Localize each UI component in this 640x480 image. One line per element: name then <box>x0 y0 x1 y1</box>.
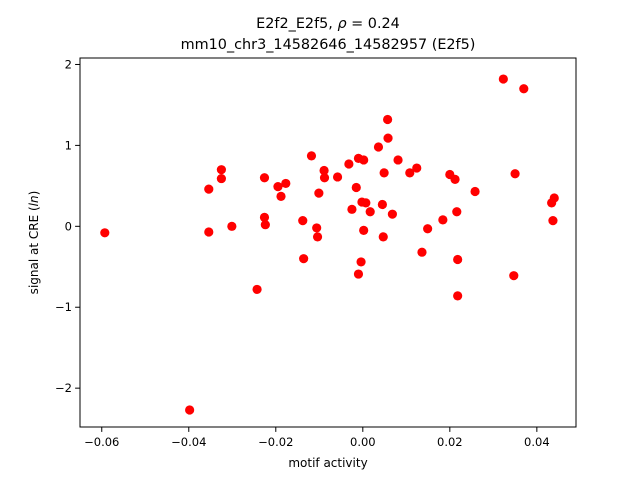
data-point-6 <box>227 221 237 231</box>
data-point-5 <box>216 173 226 184</box>
data-point-34 <box>373 142 384 152</box>
data-point-17 <box>312 223 322 233</box>
data-point-56 <box>519 84 529 94</box>
data-point-31 <box>359 225 369 235</box>
data-point-13 <box>281 178 291 189</box>
data-point-4 <box>216 165 226 175</box>
data-point-0 <box>100 228 110 238</box>
data-point-51 <box>453 291 463 301</box>
data-point-7 <box>252 284 262 295</box>
data-point-1 <box>185 405 195 415</box>
data-point-55 <box>510 169 520 179</box>
data-point-41 <box>393 155 403 165</box>
data-point-54 <box>509 271 519 281</box>
x-axis-ticks: −0.06 −0.04 −0.02 0.00 0.02 0.04 <box>84 427 550 449</box>
data-point-32 <box>361 198 371 208</box>
x-tick-label-2: −0.02 <box>258 435 293 449</box>
data-point-49 <box>452 207 462 217</box>
data-point-37 <box>379 168 389 178</box>
data-point-24 <box>347 204 357 214</box>
chart-title-line2: mm10_chr3_14582646_14582957 (E2f5) <box>181 37 476 53</box>
data-point-21 <box>319 173 330 183</box>
y-tick-label-4: 2 <box>65 57 72 71</box>
data-point-30 <box>359 155 369 165</box>
data-point-58 <box>548 216 558 226</box>
data-point-2 <box>204 184 214 194</box>
data-point-18 <box>312 232 323 242</box>
data-point-14 <box>298 216 308 226</box>
x-axis-label: motif activity <box>288 456 367 470</box>
data-point-11 <box>273 182 283 192</box>
data-point-28 <box>356 257 366 267</box>
x-tick-label-3: 0.00 <box>350 435 376 449</box>
x-tick-label-5: 0.04 <box>524 435 550 449</box>
y-tick-label-3: 1 <box>65 138 72 152</box>
data-point-22 <box>332 172 343 182</box>
chart-title-line1: E2f2_E2f5, ρ = 0.24 <box>256 16 400 32</box>
y-axis-ticks: −2 −1 0 1 2 <box>55 57 80 395</box>
x-tick-label-4: 0.02 <box>437 435 463 449</box>
data-point-45 <box>423 224 433 234</box>
data-point-50 <box>453 254 463 265</box>
data-point-20 <box>319 165 329 176</box>
data-point-23 <box>344 159 354 169</box>
data-point-43 <box>412 163 422 173</box>
data-point-44 <box>417 247 427 257</box>
data-points <box>100 74 559 415</box>
y-tick-label-2: 0 <box>65 219 72 233</box>
data-point-39 <box>383 133 393 143</box>
data-point-42 <box>405 168 415 178</box>
data-point-15 <box>299 254 309 264</box>
data-point-16 <box>306 151 317 161</box>
x-tick-label-0: −0.06 <box>84 435 119 449</box>
y-axis-label: signal at CRE (ln) <box>27 191 41 295</box>
data-point-53 <box>498 74 508 84</box>
data-point-3 <box>204 227 214 237</box>
data-point-8 <box>259 173 270 183</box>
y-tick-label-0: −2 <box>55 381 72 395</box>
data-point-25 <box>351 182 361 193</box>
data-point-9 <box>259 212 270 223</box>
data-point-40 <box>387 209 397 219</box>
data-point-35 <box>377 199 387 210</box>
data-point-10 <box>260 220 270 230</box>
data-point-19 <box>314 188 324 198</box>
data-point-33 <box>365 207 375 217</box>
data-point-27 <box>353 269 364 279</box>
data-point-52 <box>470 186 480 197</box>
y-tick-label-1: −1 <box>55 300 72 314</box>
data-point-12 <box>276 191 286 201</box>
data-point-59 <box>549 193 559 203</box>
plot-area-frame <box>79 57 577 428</box>
data-point-38 <box>383 114 393 125</box>
data-point-46 <box>438 215 448 225</box>
data-point-48 <box>450 174 460 184</box>
data-point-36 <box>378 232 388 242</box>
x-tick-label-1: −0.04 <box>171 435 206 449</box>
